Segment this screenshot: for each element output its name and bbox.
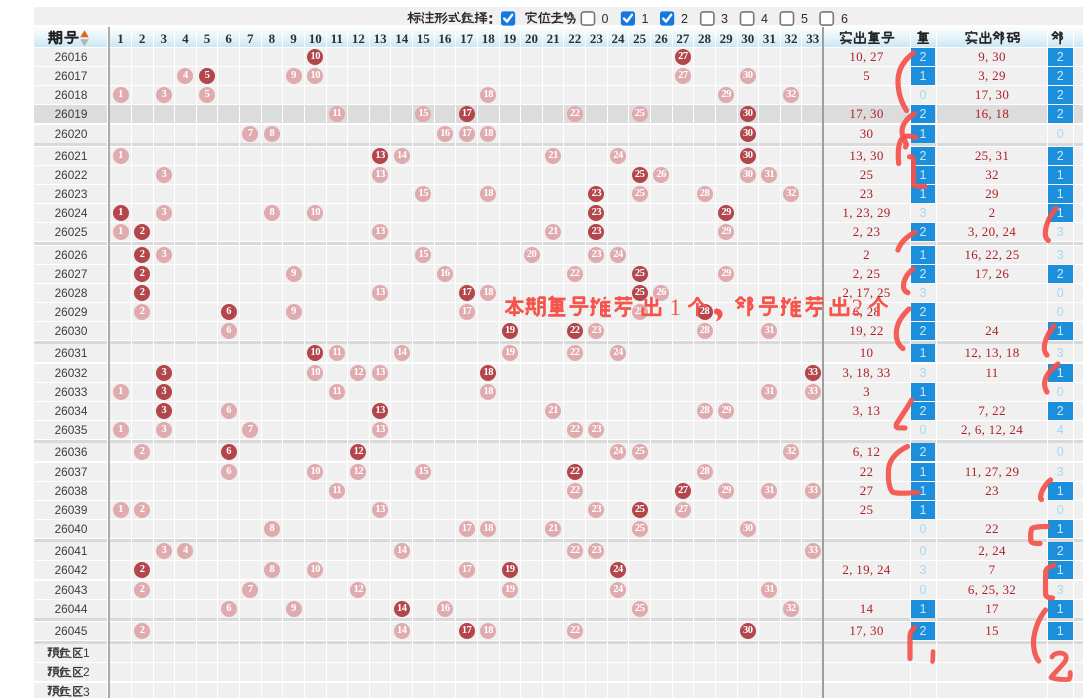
svg-text:1: 1	[670, 295, 682, 320]
svg-text:2: 2	[852, 295, 864, 320]
